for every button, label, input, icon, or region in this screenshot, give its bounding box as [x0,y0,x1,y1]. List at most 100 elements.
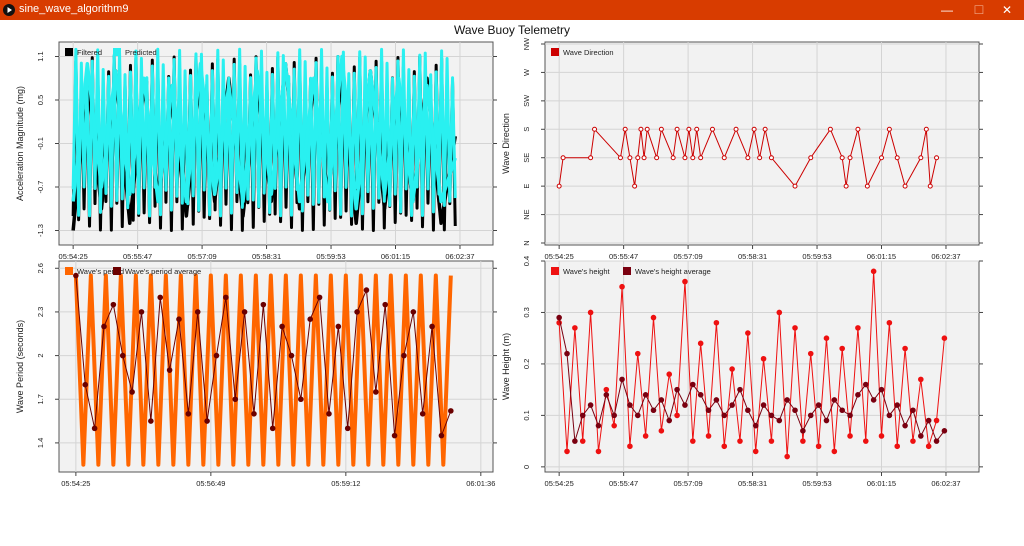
data-point [713,319,720,326]
series-layer [556,268,948,460]
data-point [419,410,426,417]
data-point [760,402,767,408]
data-point [941,428,948,434]
data-point [232,396,239,403]
data-point [91,425,98,432]
x-tick-label: 06:02:37 [445,252,474,261]
charts-canvas: 05:54:25 05:55:47 05:57:09 05:58:31 05:59:53… [15,37,983,488]
data-point [448,408,454,414]
data-point [138,309,145,315]
data-point [382,301,389,308]
x-tick-label: 05:55:47 [123,252,152,261]
data-point [768,155,774,161]
legend-swatch [551,267,559,275]
data-point [298,396,304,403]
x-tick-label: 06:02:37 [931,479,960,488]
data-point [934,155,940,161]
data-point [752,422,759,429]
legend-swatch [551,48,559,56]
y-tick-label: S [522,127,531,132]
data-point [886,319,893,326]
y-tick-label: 1.4 [36,438,45,448]
legend-label: Filtered [77,48,102,57]
y-tick-label: -0.7 [36,181,45,194]
x-tick-label: 05:57:09 [187,252,216,261]
data-point [587,402,594,408]
y-tick-label: E [522,184,531,189]
x-tick-label: 05:57:09 [673,252,702,261]
data-point [556,314,562,321]
data-point [654,155,660,161]
data-point [634,350,641,357]
data-point [792,407,798,414]
data-point [697,392,704,398]
window-title: sine_wave_algorithm9 [19,3,129,15]
data-point [910,407,916,414]
legend-label: Wave's period average [125,267,201,276]
data-point [792,183,798,189]
data-point [595,448,602,455]
data-point [823,417,830,424]
data-point [564,448,570,455]
data-point [776,309,783,316]
data-point [751,126,757,132]
x-tick-label: 05:59:53 [802,252,831,261]
data-point [721,155,727,161]
data-point [737,438,743,444]
data-point [808,155,814,161]
y-tick-label: 1.7 [36,394,45,404]
data-point [326,410,332,417]
close-button[interactable]: ✕ [1001,3,1013,17]
data-point [686,126,692,132]
data-point [288,352,295,359]
data-point [886,412,893,419]
data-point [690,438,696,444]
x-tick-label: 05:54:25 [59,252,88,261]
y-tick-label: -0.1 [36,137,45,150]
data-point [617,155,623,161]
data-point [223,294,229,301]
data-point [260,301,267,308]
data-point [855,325,861,331]
y-tick-label: 1.1 [36,51,45,61]
y-tick-label: 0.3 [522,307,531,317]
x-tick-label: 05:59:53 [802,479,831,488]
data-point [776,417,783,424]
data-point [879,155,885,161]
data-point [269,425,276,432]
data-point [363,287,370,293]
data-point [429,323,435,330]
legend-swatch [113,48,121,56]
y-tick-label: 0.2 [522,359,531,369]
data-point [933,438,940,444]
x-tick-label: 05:59:53 [316,252,345,261]
data-point [73,272,79,279]
minimize-button[interactable]: — [941,3,953,17]
data-point [894,155,900,161]
maximize-button[interactable]: ☐ [973,3,985,17]
data-point [611,422,617,429]
x-tick-label: 05:55:47 [609,252,638,261]
data-point [682,278,688,285]
legend-label: Predicted [125,48,157,57]
data-point [690,381,696,388]
data-point [855,126,861,132]
data-point [560,155,566,161]
x-tick-label: 05:58:31 [738,479,767,488]
data-point [768,412,775,419]
data-point [721,443,728,450]
y-tick-label: 2 [36,354,45,358]
data-point [757,155,763,161]
data-point [619,283,625,290]
data-point [611,412,617,419]
data-point [644,126,650,132]
data-point [918,155,924,161]
data-point [910,438,916,444]
x-tick-label: 05:54:25 [545,479,574,488]
data-point [705,407,712,414]
data-point [658,428,665,434]
data-point [619,376,625,383]
x-tick-label: 05:58:31 [738,252,767,261]
data-point [768,438,775,444]
data-point [713,397,720,403]
